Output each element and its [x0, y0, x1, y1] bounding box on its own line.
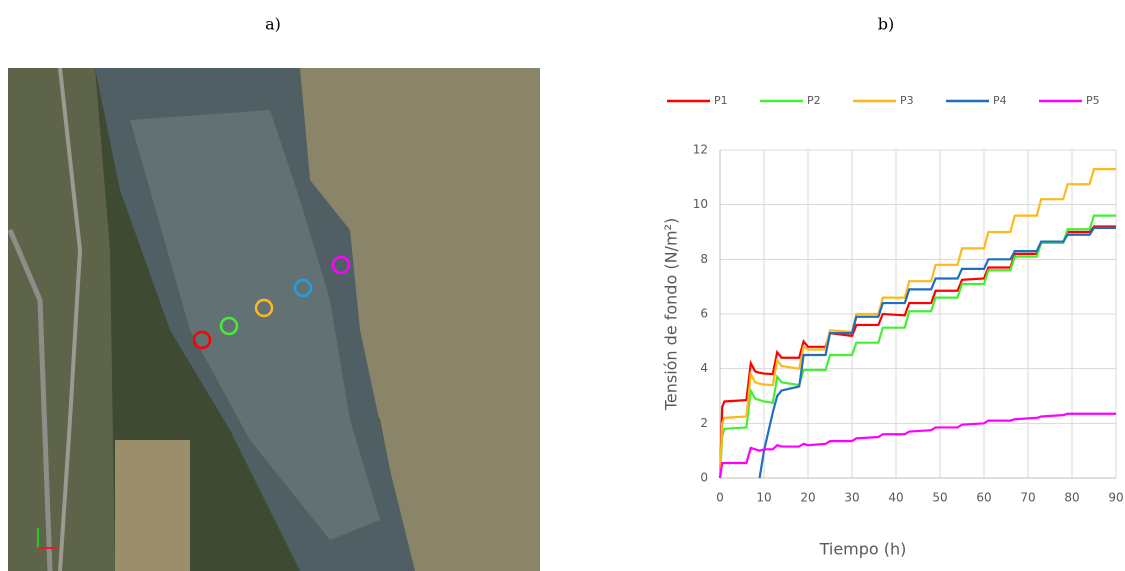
x-tick-label: 90: [1108, 491, 1123, 505]
x-tick-label: 0: [716, 491, 724, 505]
y-tick-label: 6: [700, 307, 708, 321]
y-axis-label: Tensión de fondo (N/m²): [662, 218, 681, 411]
legend-label: P4: [993, 94, 1007, 107]
series-line: [720, 227, 1116, 478]
panel-label: a): [265, 15, 281, 34]
legend-label: P1: [714, 94, 728, 107]
x-axis-label: Tiempo (h): [819, 540, 907, 559]
x-tick-label: 70: [1020, 491, 1035, 505]
y-tick-label: 12: [693, 143, 708, 157]
chart: 0 2 4 6 8 10 12 0 10 20 30 40 50 60 70 80 90 Tiempo (h) Te…: [662, 94, 1124, 559]
x-tick-label: 40: [888, 491, 903, 505]
y-tick-label: 8: [700, 252, 708, 266]
aerial-image: [8, 68, 540, 571]
x-tick-label: 60: [976, 491, 991, 505]
legend-label: P5: [1086, 94, 1100, 107]
series-line: [720, 216, 1116, 478]
panel-label: b): [878, 15, 894, 34]
x-tick-label: 50: [932, 491, 947, 505]
y-tick-label: 4: [700, 361, 708, 375]
x-tick-label: 80: [1064, 491, 1079, 505]
figure: a) b) 0 2 4 6 8 10 12 0 10 20 30 40 50 60 70 80 90 Tiempo…: [0, 0, 1125, 571]
page: a) b) 0 2 4 6 8 10 12 0 10 20 30 40 50 60 70 80 90 Tiempo…: [0, 0, 1125, 571]
x-tick-label: 10: [756, 491, 771, 505]
legend-label: P2: [807, 94, 821, 107]
legend-label: P3: [900, 94, 914, 107]
y-tick-label: 10: [693, 197, 708, 211]
y-tick-label: 0: [700, 471, 708, 485]
y-tick-label: 2: [700, 416, 708, 430]
x-tick-label: 20: [800, 491, 815, 505]
x-tick-label: 30: [844, 491, 859, 505]
